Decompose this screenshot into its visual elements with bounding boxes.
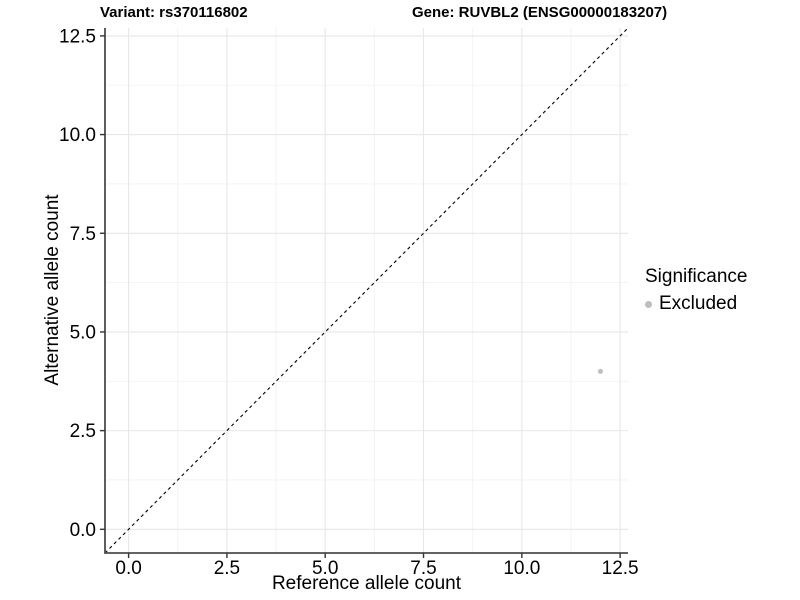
legend: Significance Excluded — [645, 266, 747, 316]
y-axis-title: Alternative allele count — [42, 194, 63, 386]
legend-item-label: Excluded — [659, 292, 738, 314]
y-tick-label: 12.5 — [59, 26, 96, 47]
x-axis-title: Reference allele count — [271, 573, 462, 594]
x-tick-label: 5.0 — [312, 558, 338, 579]
axis-lines — [104, 28, 628, 554]
data-point — [597, 368, 603, 374]
y-tick-label: 0.0 — [70, 520, 96, 541]
x-tick-label: 0.0 — [115, 558, 141, 579]
legend-item-excluded: Excluded — [645, 293, 747, 316]
x-tick-label: 7.5 — [410, 558, 436, 579]
x-tick-label: 2.5 — [214, 558, 240, 579]
y-tick-label: 5.0 — [70, 322, 96, 343]
y-tick-label: 10.0 — [59, 125, 96, 146]
plot-title-gene: Gene: RUVBL2 (ENSG00000183207) — [412, 4, 668, 21]
x-tick-label: 12.5 — [602, 558, 639, 579]
y-tick-label: 7.5 — [70, 224, 96, 245]
identity-line — [104, 27, 629, 554]
y-tick-label: 2.5 — [70, 421, 96, 442]
plot-title-variant: Variant: rs370116802 — [100, 4, 248, 21]
x-tick-label: 10.0 — [503, 558, 540, 579]
legend-key-dot — [645, 300, 652, 308]
legend-title: Significance — [645, 266, 748, 287]
